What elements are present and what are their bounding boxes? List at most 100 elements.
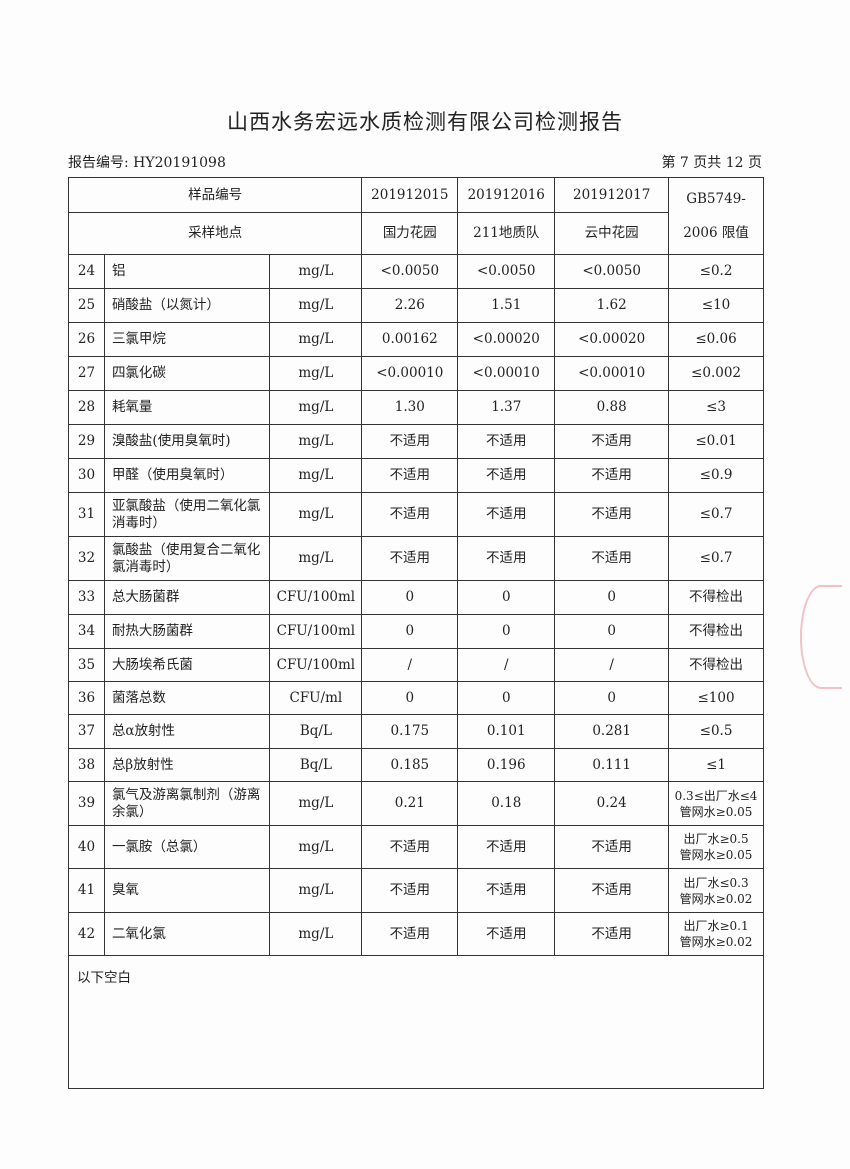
result-value: 不适用 (457, 868, 556, 913)
row-number: 38 (68, 748, 105, 782)
item-name: 溴酸盐(使用臭氧时) (103, 424, 271, 459)
table-row: 30 甲醛（使用臭氧时） mg/L 不适用 不适用 不适用 ≤0.9 (68, 458, 764, 493)
result-value: / (457, 648, 556, 682)
result-value: 0.185 (361, 748, 459, 782)
result-value: <0.00010 (554, 356, 670, 391)
row-number: 30 (68, 458, 105, 493)
result-value: 不适用 (457, 912, 556, 956)
item-name: 四氯化碳 (103, 356, 271, 391)
standard-label: GB5749- (686, 191, 746, 207)
limit-value: ≤0.002 (668, 356, 764, 391)
table-row: 42 二氧化氯 mg/L 不适用 不适用 不适用 出厂水≥0.1 管网水≥0.02 (68, 912, 764, 956)
item-name: 氯酸盐（使用复合二氧化氯消毒时） (103, 536, 271, 581)
unit: mg/L (269, 458, 363, 493)
row-number: 28 (68, 390, 105, 425)
page-indicator: 第 7 页共 12 页 (661, 155, 762, 171)
table-row: 41 臭氧 mg/L 不适用 不适用 不适用 出厂水≤0.3 管网水≥0.02 (68, 868, 764, 913)
result-value: <0.0050 (457, 254, 556, 289)
result-value: 1.62 (554, 288, 670, 323)
result-value: 0 (554, 681, 670, 715)
row-number: 31 (68, 492, 105, 537)
row-number: 29 (68, 424, 105, 459)
row-number: 42 (68, 912, 105, 956)
row-number: 24 (68, 254, 105, 289)
location: 国力花园 (361, 212, 459, 255)
result-value: 1.51 (457, 288, 556, 323)
row-number: 37 (68, 714, 105, 749)
result-value: 不适用 (554, 424, 670, 459)
limit-value: 不得检出 (668, 580, 764, 615)
item-name: 亚氯酸盐（使用二氧化氯消毒时） (103, 492, 271, 537)
row-number: 26 (68, 322, 105, 357)
result-value: 0.21 (361, 781, 459, 826)
result-value: 0.24 (554, 781, 670, 826)
limit-value: 0.3≤出厂水≤4 管网水≥0.05 (668, 781, 764, 826)
limit-value: ≤0.01 (668, 424, 764, 459)
unit: mg/L (269, 254, 363, 289)
result-value: 不适用 (457, 458, 556, 493)
item-name: 氯气及游离氯制剂（游离余氯） (103, 781, 271, 826)
header-row-sample: 样品编号 201912015 201912016 201912017 GB574… (67, 177, 764, 255)
location-label: 采样地点 (67, 212, 363, 255)
sample-no: 201912016 (457, 177, 556, 213)
result-value: 不适用 (361, 424, 459, 459)
unit: mg/L (269, 536, 363, 581)
item-name: 总α放射性 (103, 714, 271, 749)
unit: CFU/100ml (269, 648, 363, 682)
item-name: 臭氧 (103, 868, 271, 913)
limit-value: ≤3 (668, 390, 764, 425)
item-name: 一氯胺（总氯） (103, 825, 271, 869)
result-value: 0 (361, 580, 459, 615)
unit: mg/L (269, 424, 363, 459)
sample-no-label: 样品编号 (67, 177, 363, 213)
footer-note: 以下空白 (68, 955, 764, 1089)
table-row: 40 一氯胺（总氯） mg/L 不适用 不适用 不适用 出厂水≥0.5 管网水≥0.05 (68, 825, 764, 869)
result-value: 不适用 (457, 492, 556, 537)
unit: mg/L (269, 288, 363, 323)
unit: mg/L (269, 868, 363, 913)
result-value: 0 (457, 681, 556, 715)
result-value: 不适用 (554, 458, 670, 493)
result-value: 0 (457, 580, 556, 615)
table-row: 33 总大肠菌群 CFU/100ml 0 0 0 不得检出 (68, 580, 764, 615)
report-number: 报告编号: HY20191098 (68, 155, 226, 171)
unit: mg/L (269, 912, 363, 956)
unit: mg/L (269, 825, 363, 869)
limit-value: ≤10 (668, 288, 764, 323)
table-row: 39 氯气及游离氯制剂（游离余氯） mg/L 0.21 0.18 0.24 0.3≤出厂水≤… (68, 781, 764, 826)
item-name: 耐热大肠菌群 (103, 614, 271, 649)
result-value: 不适用 (457, 536, 556, 581)
limit-value: ≤0.06 (668, 322, 764, 357)
row-number: 32 (68, 536, 105, 581)
row-number: 27 (68, 356, 105, 391)
result-value: 2.26 (361, 288, 459, 323)
limit-value: 出厂水≤0.3 管网水≥0.02 (668, 868, 764, 913)
result-value: 0.00162 (361, 322, 459, 357)
result-value: 0.281 (554, 714, 670, 749)
result-value: 不适用 (457, 424, 556, 459)
unit: Bq/L (269, 748, 363, 782)
stamp-mark (800, 585, 842, 689)
result-value: 不适用 (361, 868, 459, 913)
table-row: 27 四氯化碳 mg/L <0.00010 <0.00010 <0.00010 ≤0.002 (68, 356, 764, 391)
result-value: <0.0050 (554, 254, 670, 289)
unit: mg/L (269, 781, 363, 826)
item-name: 二氧化氯 (103, 912, 271, 956)
unit: mg/L (269, 322, 363, 357)
table-row: 26 三氯甲烷 mg/L 0.00162 <0.00020 <0.00020 ≤0.06 (68, 322, 764, 357)
item-name: 甲醛（使用臭氧时） (103, 458, 271, 493)
unit: CFU/100ml (269, 614, 363, 649)
result-value: 不适用 (361, 912, 459, 956)
result-value: 0 (361, 681, 459, 715)
table-row: 28 耗氧量 mg/L 1.30 1.37 0.88 ≤3 (68, 390, 764, 425)
limit-value: 出厂水≥0.5 管网水≥0.05 (668, 825, 764, 869)
unit: mg/L (269, 492, 363, 537)
report-title: 山西水务宏远水质检测有限公司检测报告 (227, 110, 623, 134)
result-value: 0 (457, 614, 556, 649)
table-row: 31 亚氯酸盐（使用二氧化氯消毒时） mg/L 不适用 不适用 不适用 ≤0.7 (68, 492, 764, 537)
result-value: / (361, 648, 459, 682)
item-name: 大肠埃希氏菌 (103, 648, 271, 682)
limit-value: ≤0.2 (668, 254, 764, 289)
result-value: <0.00010 (361, 356, 459, 391)
